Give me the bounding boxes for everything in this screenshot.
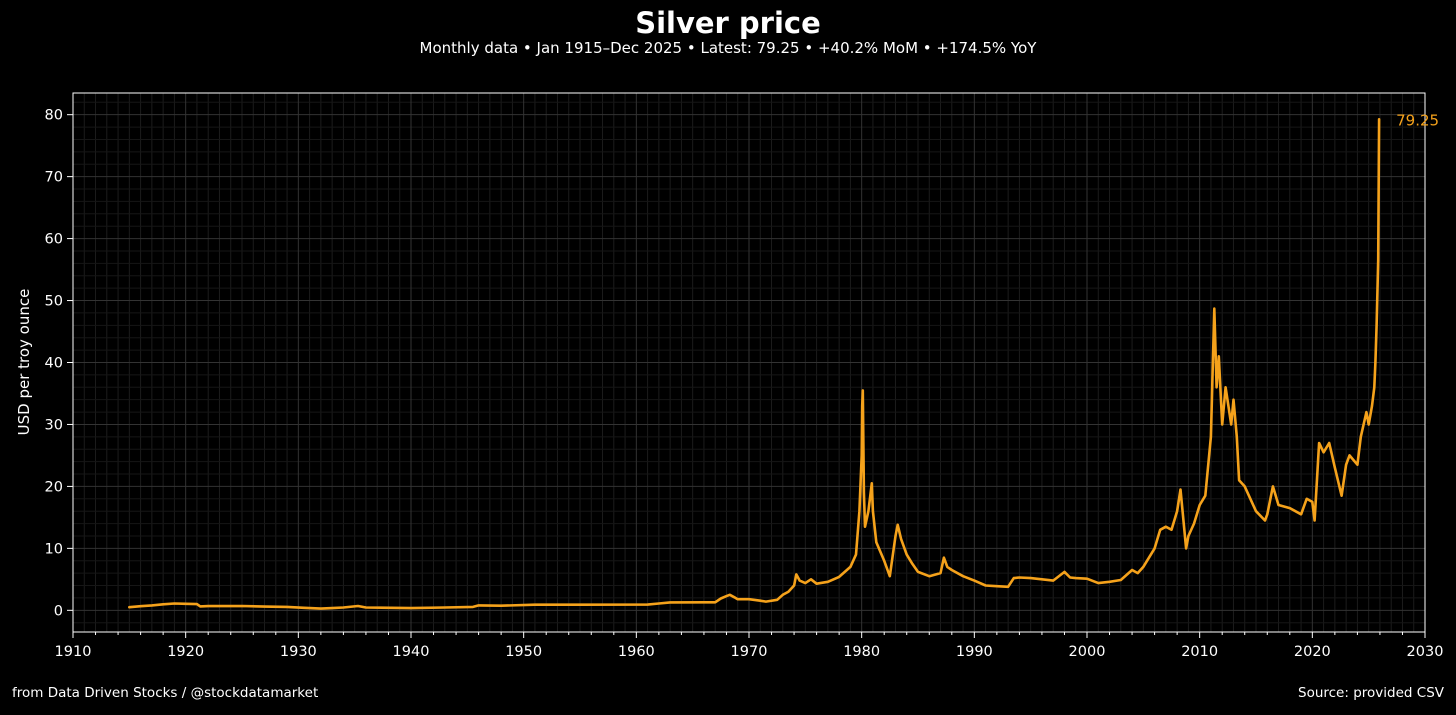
y-tick-label: 60 <box>45 232 63 248</box>
y-tick-label: 40 <box>45 356 63 372</box>
chart-title: Silver price <box>635 6 821 40</box>
x-tick-label: 1910 <box>55 644 92 660</box>
series-layer <box>128 118 1381 610</box>
footer-credit: from Data Driven Stocks / @stockdatamark… <box>12 685 319 701</box>
x-tick-label: 1980 <box>843 644 880 660</box>
x-tick-label: 1970 <box>731 644 768 660</box>
footer-source: Source: provided CSV <box>1298 685 1444 701</box>
axis-ticks: 1910 1920 1930 1940 1950 1960 1970 1980 1990 2000… <box>45 108 1444 660</box>
last-value-annotation: 79.25 <box>1396 111 1439 129</box>
x-tick-label: 2030 <box>1407 644 1444 660</box>
x-tick-label: 2020 <box>1294 644 1331 660</box>
y-tick-label: 70 <box>45 170 63 186</box>
chart-subtitle: Monthly data • Jan 1915–Dec 2025 • Lates… <box>419 39 1037 57</box>
y-tick-label: 50 <box>45 294 63 310</box>
major-grid <box>72 93 1426 632</box>
silver-price-line <box>128 118 1381 610</box>
y-axis-label: USD per troy ounce <box>15 289 33 436</box>
x-tick-label: 1940 <box>393 644 430 660</box>
x-tick-label: 1960 <box>618 644 655 660</box>
y-tick-label: 80 <box>45 108 63 124</box>
x-tick-label: 1930 <box>280 644 317 660</box>
x-tick-label: 1990 <box>956 644 993 660</box>
y-tick-label: 30 <box>45 417 63 433</box>
x-tick-label: 1920 <box>167 644 204 660</box>
x-tick-label: 2000 <box>1069 644 1106 660</box>
y-tick-label: 10 <box>45 541 63 557</box>
y-tick-label: 0 <box>54 603 63 619</box>
y-tick-label: 20 <box>45 479 63 495</box>
x-tick-label: 1950 <box>505 644 542 660</box>
x-tick-label: 2010 <box>1181 644 1218 660</box>
